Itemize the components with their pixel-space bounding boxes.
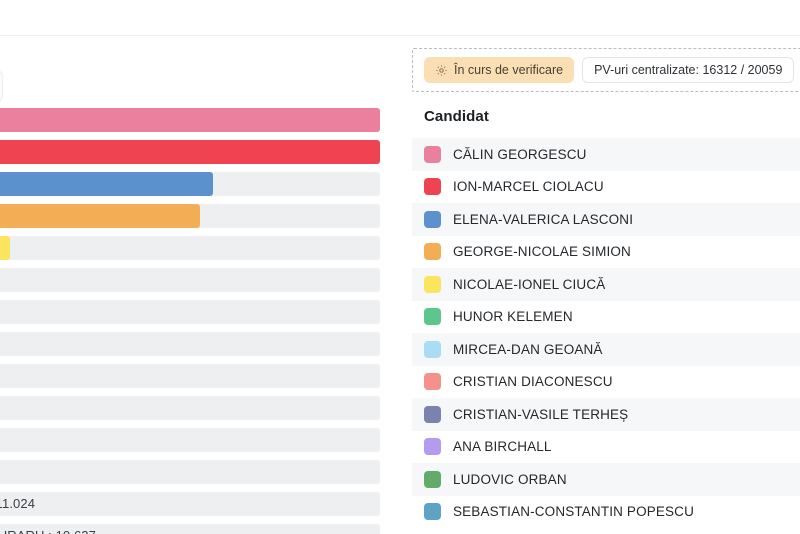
chart-tab-bar: fata — [0, 70, 4, 102]
candidate-color-swatch — [424, 275, 441, 293]
table-row[interactable]: HUNOR KELEMEN — [412, 300, 800, 333]
column-header-candidat: Candidat — [424, 107, 489, 125]
bar-row[interactable]: 4.562 — [0, 204, 400, 228]
bar-value-label: AN-PĂCURARU : 10.627 — [0, 524, 96, 534]
bar-track — [0, 364, 380, 388]
table-row[interactable]: ANA BIRCHALL — [412, 430, 800, 463]
header-divider — [0, 35, 800, 36]
candidate-color-swatch — [424, 243, 441, 261]
table-row[interactable]: CRISTIAN DIACONESCU — [412, 365, 800, 398]
bar-row[interactable] — [0, 460, 400, 484]
tab-fata[interactable]: fata — [0, 70, 4, 102]
table-row[interactable]: GEORGE-NICOLAE SIMION — [412, 235, 800, 268]
bar-row[interactable]: 48 — [0, 140, 400, 164]
candidate-color-swatch — [424, 373, 441, 391]
bar-row[interactable]: 0 — [0, 236, 400, 260]
candidate-name: MIRCEA-DAN GEOANĂ — [453, 341, 603, 357]
table-row[interactable]: CRISTIAN-VASILE TERHEȘ — [412, 398, 800, 431]
bar-track — [0, 236, 380, 260]
candidate-color-swatch — [424, 405, 441, 423]
bar-track — [0, 268, 380, 292]
bar-track — [0, 396, 380, 420]
table-row[interactable]: SEBASTIAN-CONSTANTIN POPESCU — [412, 495, 800, 528]
table-row[interactable]: ION-MARCEL CIOLACU — [412, 170, 800, 203]
gear-icon — [435, 64, 448, 77]
candidate-name: HUNOR KELEMEN — [453, 309, 573, 325]
table-row[interactable]: CĂLIN GEORGESCU — [412, 138, 800, 171]
candidate-color-swatch — [424, 145, 441, 163]
bar-track — [0, 460, 380, 484]
candidate-name: CRISTIAN-VASILE TERHEȘ — [453, 406, 629, 422]
candidate-name: ELENA-VALERICA LASCONI — [453, 211, 634, 227]
candidate-name: CĂLIN GEORGESCU — [453, 146, 587, 162]
candidate-name: NICOLAE-IONEL CIUCĂ — [453, 276, 606, 292]
table-row[interactable]: NICOLAE-IONEL CIUCĂ — [412, 268, 800, 301]
results-toolbar: În curs de verificare PV-uri centralizat… — [424, 57, 800, 83]
status-badge[interactable]: În curs de verificare — [424, 57, 575, 83]
bar-row[interactable]: 5.426 — [0, 172, 400, 196]
candidate-color-swatch — [424, 178, 441, 196]
bar-chart-pane[interactable]: fata 48 5.426 4.562 0 7 49 668 ESCU : 11.024 AN-… — [0, 60, 400, 534]
bar-row[interactable] — [0, 268, 400, 292]
bar-row[interactable] — [0, 108, 400, 132]
candidate-color-swatch — [424, 438, 441, 456]
candidate-name: SEBASTIAN-CONSTANTIN POPESCU — [453, 504, 694, 520]
candidate-color-swatch — [424, 308, 441, 326]
bar-row[interactable]: 668 — [0, 364, 400, 388]
bar-track — [0, 428, 380, 452]
bar-value-label: ESCU : 11.024 — [0, 496, 36, 511]
candidate-color-swatch — [424, 210, 441, 228]
bar-row[interactable] — [0, 428, 400, 452]
bar-fill — [0, 172, 213, 196]
bar-row[interactable]: 7 — [0, 300, 400, 324]
candidate-name: ANA BIRCHALL — [453, 439, 552, 455]
candidate-name: LUDOVIC ORBAN — [453, 471, 567, 487]
candidate-table: Candidat CĂLIN GEORGESCU ION-MARCEL CIOLA… — [412, 94, 800, 528]
bar-fill — [0, 140, 380, 164]
candidate-name: CRISTIAN DIACONESCU — [453, 374, 613, 390]
candidate-color-swatch — [424, 470, 441, 488]
bar-fill — [0, 236, 11, 260]
bar-track — [0, 300, 380, 324]
candidate-name: ION-MARCEL CIOLACU — [453, 179, 604, 195]
bar-track — [0, 524, 380, 534]
pv-count-chip[interactable]: PV-uri centralizate: 16312 / 20059 — [582, 57, 795, 83]
table-row[interactable]: MIRCEA-DAN GEOANĂ — [412, 333, 800, 366]
table-row[interactable]: LUDOVIC ORBAN — [412, 463, 800, 496]
bar-row[interactable]: AN-PĂCURARU : 10.627 — [0, 524, 400, 534]
bar-fill — [0, 204, 200, 228]
bar-track — [0, 332, 380, 356]
candidate-color-swatch — [424, 340, 441, 358]
bar-track — [0, 492, 380, 516]
table-header-row: Candidat — [412, 94, 800, 138]
table-row[interactable]: ELENA-VALERICA LASCONI — [412, 203, 800, 236]
status-badge-label: În curs de verificare — [454, 63, 564, 77]
candidate-color-swatch — [424, 503, 441, 521]
bar-row[interactable]: ESCU : 11.024 — [0, 492, 400, 516]
candidate-name: GEORGE-NICOLAE SIMION — [453, 244, 631, 260]
bar-row[interactable]: 49 — [0, 332, 400, 356]
bar-chart-rows: 48 5.426 4.562 0 7 49 668 ESCU : 11.024 AN-PĂCUR… — [0, 108, 400, 534]
candidate-rows: CĂLIN GEORGESCU ION-MARCEL CIOLACU ELENA-V… — [412, 138, 800, 528]
pv-count-label: PV-uri centralizate: 16312 / 20059 — [594, 63, 783, 77]
bar-fill — [0, 108, 380, 132]
bar-row[interactable] — [0, 396, 400, 420]
